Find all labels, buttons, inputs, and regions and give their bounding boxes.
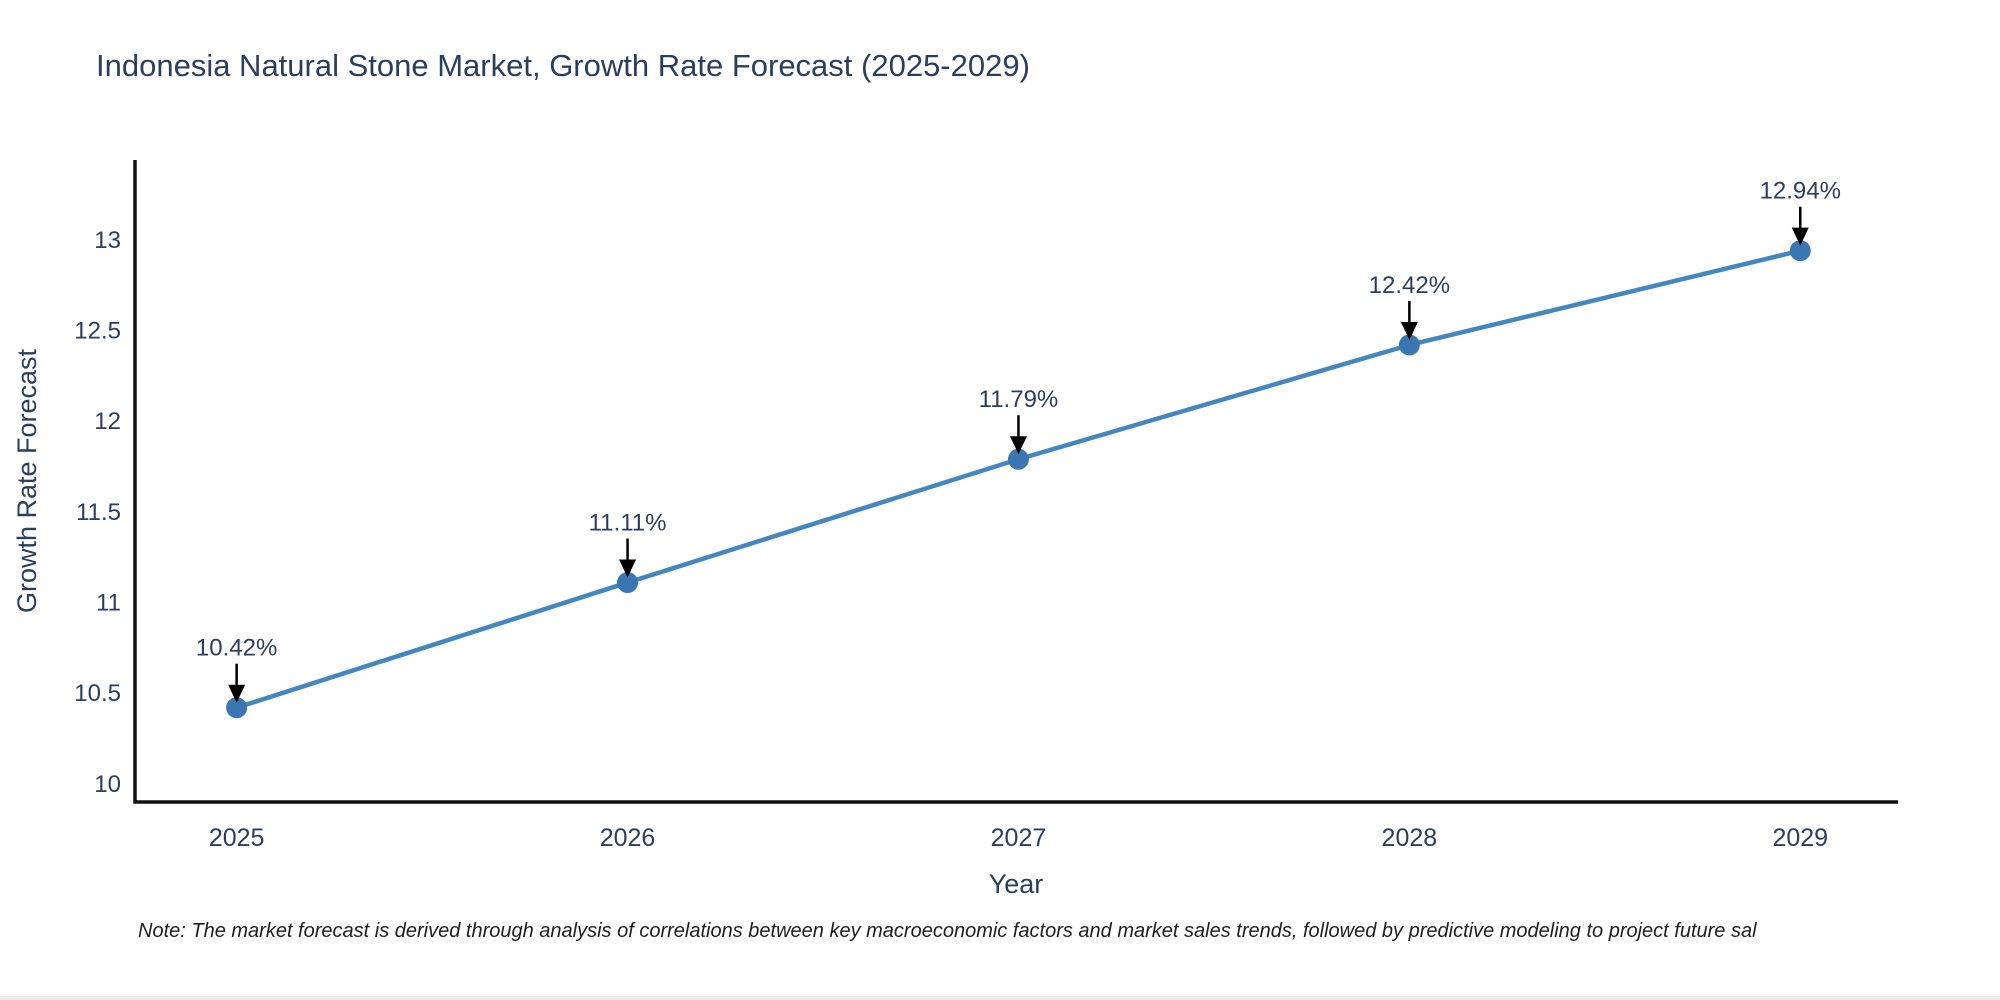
y-tick-label: 11.5 [76, 499, 121, 526]
y-tick-label: 13 [94, 227, 121, 254]
y-tick-label: 10.5 [74, 680, 121, 707]
footnote: Note: The market forecast is derived thr… [138, 920, 1757, 942]
annotation-arrow-head [1791, 227, 1809, 246]
point-value-label: 11.11% [589, 510, 667, 537]
axes-layer: 10 10.5 11 11.5 12 12.5 13 2025 2026 2027 2028 2029 [74, 160, 1898, 852]
annotation-arrow-head [228, 684, 246, 703]
y-tick-label: 12.5 [74, 317, 121, 344]
forecast-line [234, 248, 1803, 710]
bottom-edge-divider [0, 996, 2000, 1000]
x-tick-label: 2025 [209, 824, 265, 852]
point-value-label: 12.94% [1760, 178, 1841, 205]
axis-lines [133, 160, 1898, 804]
data-point-marker [1789, 240, 1811, 262]
series-layer [226, 240, 1811, 719]
data-point-marker [1007, 448, 1029, 470]
x-tick-label: 2027 [991, 824, 1047, 852]
point-value-label: 12.42% [1369, 272, 1450, 299]
point-value-label: 11.79% [979, 386, 1059, 413]
annotation-layer: 10.42% 11.11% 11.79% 12.42% 12.94% [196, 178, 1841, 703]
annotation-arrow-head [619, 559, 637, 578]
y-axis-title: Growth Rate Forecast [12, 348, 42, 613]
data-point-marker [617, 572, 639, 594]
data-point-marker [226, 697, 248, 719]
x-axis-title: Year [989, 869, 1044, 899]
annotation-arrow-head [1400, 321, 1418, 340]
x-tick-label: 2026 [600, 824, 656, 852]
data-point-marker [1398, 334, 1420, 356]
x-tick-label: 2029 [1772, 824, 1828, 852]
annotation-arrow-head [1009, 436, 1027, 455]
y-tick-label: 11 [96, 590, 121, 617]
point-value-label: 10.42% [196, 635, 277, 662]
x-tick-label: 2028 [1382, 824, 1438, 852]
chart-title: Indonesia Natural Stone Market, Growth R… [96, 48, 1030, 83]
y-tick-label: 10 [94, 771, 121, 798]
y-tick-label: 12 [94, 408, 121, 435]
